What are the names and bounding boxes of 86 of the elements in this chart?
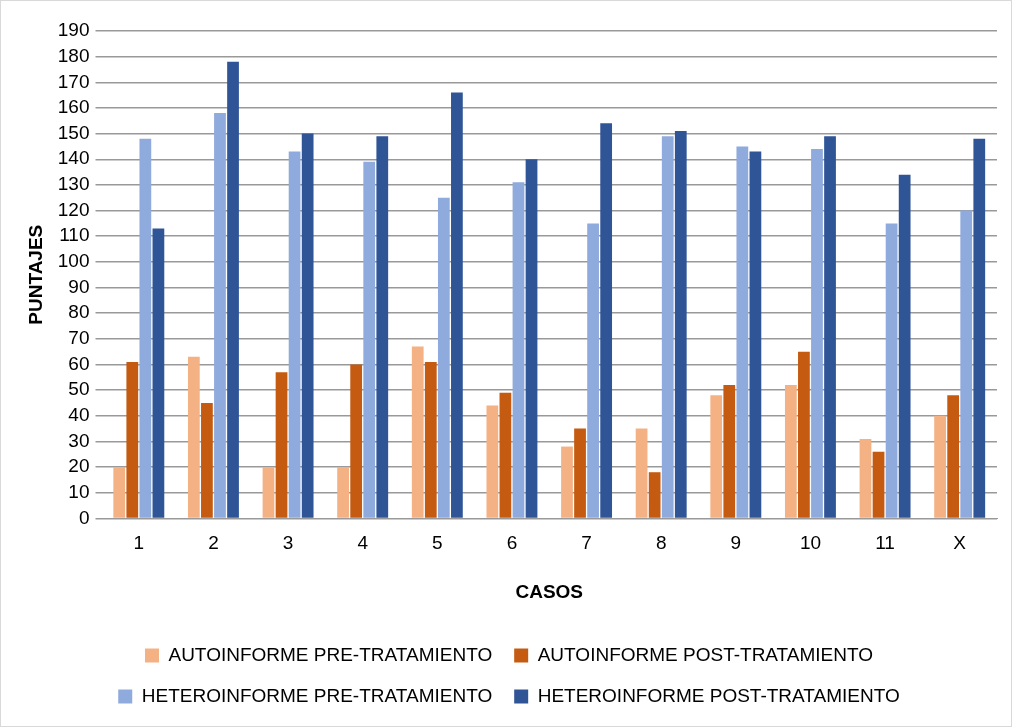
y-tick-label: 160 bbox=[57, 96, 90, 118]
x-tick-label: 6 bbox=[506, 532, 518, 554]
bar bbox=[811, 149, 823, 518]
legend-label: AUTOINFORME POST-TRATAMIENTO bbox=[537, 643, 874, 665]
x-tick-label: 1 bbox=[133, 532, 145, 554]
x-tick-label: 10 bbox=[799, 532, 822, 554]
bar bbox=[710, 395, 723, 518]
bar bbox=[973, 138, 986, 518]
bar bbox=[885, 223, 898, 518]
bar bbox=[486, 405, 499, 518]
bar bbox=[960, 210, 973, 518]
x-tick-label: 9 bbox=[730, 532, 742, 554]
y-tick-label: 130 bbox=[57, 173, 90, 195]
bar bbox=[512, 182, 525, 518]
y-tick-label: 60 bbox=[68, 352, 90, 374]
bar bbox=[139, 138, 152, 518]
x-tick-label: 11 bbox=[875, 532, 895, 554]
bar bbox=[749, 151, 762, 518]
bar bbox=[898, 174, 911, 518]
bar bbox=[784, 385, 797, 518]
bar bbox=[574, 428, 586, 518]
y-tick-label: 100 bbox=[57, 250, 90, 272]
x-tick-label: 3 bbox=[282, 532, 294, 554]
bar bbox=[661, 136, 674, 518]
bar bbox=[934, 415, 946, 518]
y-tick-label: 90 bbox=[68, 275, 90, 297]
bar bbox=[227, 61, 239, 518]
bar bbox=[872, 451, 885, 518]
y-axis-title: PUNTAJES bbox=[24, 224, 46, 325]
legend-label: HETEROINFORME PRE-TRATAMIENTO bbox=[141, 684, 493, 706]
bar bbox=[152, 228, 165, 518]
bar bbox=[723, 385, 736, 518]
bar bbox=[499, 392, 512, 518]
bar bbox=[376, 136, 389, 518]
x-tick-label: 4 bbox=[357, 532, 369, 554]
bar bbox=[600, 123, 613, 518]
x-tick-label: 7 bbox=[581, 532, 592, 554]
bar bbox=[424, 361, 437, 518]
y-tick-label: 80 bbox=[68, 301, 90, 323]
legend-label: HETEROINFORME POST-TRATAMIENTO bbox=[537, 684, 900, 706]
y-tick-label: 170 bbox=[57, 70, 90, 92]
bar bbox=[363, 161, 376, 518]
y-tick-label: 180 bbox=[57, 44, 90, 66]
bar bbox=[674, 131, 687, 518]
bar bbox=[113, 467, 126, 518]
bar bbox=[301, 133, 314, 518]
bar bbox=[947, 395, 960, 518]
x-tick-label: 2 bbox=[208, 532, 219, 554]
bar bbox=[411, 346, 424, 518]
bar bbox=[337, 467, 349, 518]
x-tick-label: 8 bbox=[655, 532, 667, 554]
x-axis-title: CASOS bbox=[515, 580, 584, 602]
bar bbox=[126, 361, 139, 518]
y-tick-label: 0 bbox=[78, 506, 90, 528]
bar bbox=[587, 223, 599, 518]
bar bbox=[262, 467, 275, 518]
legend-label: AUTOINFORME PRE-TRATAMIENTO bbox=[168, 643, 493, 665]
bar bbox=[525, 159, 538, 518]
y-tick-label: 50 bbox=[68, 378, 90, 400]
bar bbox=[736, 146, 749, 518]
y-tick-label: 70 bbox=[68, 327, 90, 349]
bar bbox=[275, 372, 288, 518]
y-tick-label: 10 bbox=[68, 480, 90, 502]
bar bbox=[214, 113, 226, 518]
bar bbox=[798, 351, 810, 518]
bar bbox=[288, 151, 301, 518]
bar bbox=[561, 446, 573, 518]
bar bbox=[859, 438, 872, 518]
bar bbox=[187, 356, 200, 518]
y-tick-label: 20 bbox=[68, 455, 90, 477]
y-tick-label: 140 bbox=[57, 147, 90, 169]
y-tick-label: 120 bbox=[57, 198, 90, 220]
bar bbox=[451, 92, 463, 518]
x-tick-label: 5 bbox=[432, 532, 443, 554]
bar bbox=[635, 428, 648, 518]
y-tick-label: 190 bbox=[57, 19, 90, 41]
y-tick-label: 30 bbox=[68, 429, 90, 451]
x-tick-label: X bbox=[953, 532, 967, 554]
bar bbox=[437, 197, 450, 518]
bar bbox=[201, 402, 213, 518]
y-tick-label: 110 bbox=[59, 224, 90, 246]
bar bbox=[648, 472, 661, 518]
y-tick-label: 40 bbox=[68, 404, 90, 426]
bar bbox=[824, 136, 836, 518]
bar bbox=[350, 364, 363, 518]
y-tick-label: 150 bbox=[57, 121, 90, 143]
